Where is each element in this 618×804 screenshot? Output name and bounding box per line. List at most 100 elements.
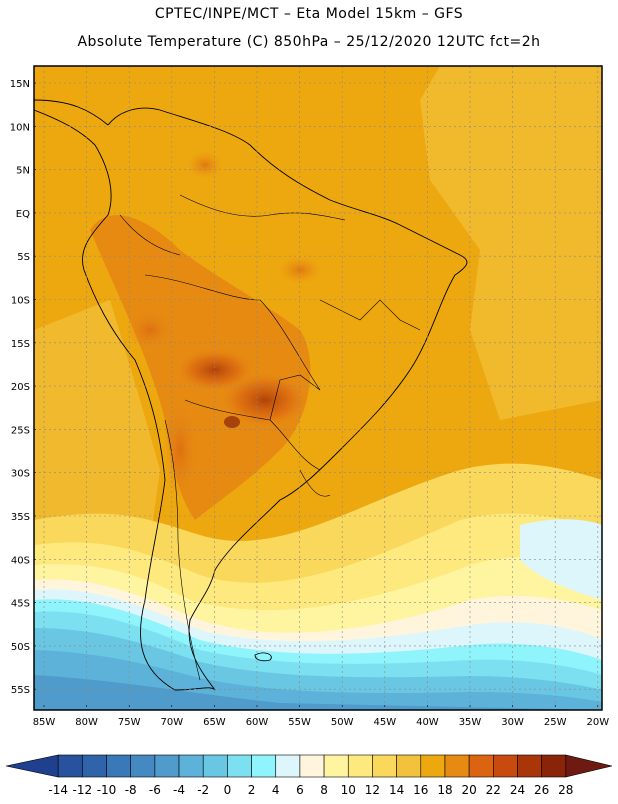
map-frame [33, 65, 603, 711]
lat-label: 40S [11, 555, 30, 566]
falklands [254, 652, 272, 662]
lat-label: 5N [16, 166, 30, 177]
colorbar-tick-label: -4 [173, 783, 185, 797]
coast-central-america [34, 99, 109, 126]
lat-label: 55S [11, 685, 30, 696]
field-band-m6 [34, 675, 602, 710]
colorbar-tick-label: 0 [224, 783, 232, 797]
lon-label: 25W [544, 717, 567, 728]
colorbar-segment [202, 754, 228, 778]
field-cool-patch-east [520, 519, 602, 600]
coast-east [107, 107, 468, 691]
colorbar-segment [106, 754, 131, 778]
colorbar-segment [323, 754, 349, 778]
lat-label: 10S [11, 296, 30, 307]
colorbar-tick-label: -12 [73, 783, 93, 797]
colorbar-segment [82, 754, 107, 778]
colorbar-tick-label: 12 [365, 783, 380, 797]
lat-label: 10N [10, 122, 30, 133]
colorbar-tick-label: -14 [48, 783, 68, 797]
colorbar-tick-label: 14 [389, 783, 404, 797]
field-pacific-band [34, 300, 160, 560]
colorbar-segment [565, 754, 613, 778]
lat-label: 15S [11, 339, 30, 350]
colorbar-tick-label: 4 [272, 783, 280, 797]
colorbar-tick-label: -2 [197, 783, 209, 797]
graticule [34, 66, 602, 710]
colorbar-tick-label: 24 [510, 783, 525, 797]
lon-label: 20W [586, 717, 609, 728]
latitude-labels: 15N 10N 5N EQ 5S 10S 15S 20S 25S 30S 35S 40S 45S 50S 5… [10, 79, 30, 696]
colorbar-segment [541, 754, 567, 778]
longitude-labels: 85W 80W 75W 70W 65W 60W 55W 50W 45W 40W 35W 30W 25W 2… [33, 717, 610, 728]
colorbar-tick-label: 2 [248, 783, 256, 797]
colorbar-segment [299, 754, 325, 778]
lon-label: 45W [373, 717, 396, 728]
field-hot-venezuela [187, 151, 223, 179]
colorbar-segment [347, 754, 373, 778]
lon-label: 40W [416, 717, 439, 728]
lon-label: 85W [33, 717, 56, 728]
colorbar-tick-label: -8 [125, 783, 137, 797]
colorbar-segment [275, 754, 301, 778]
border-venezuela-brazil [179, 194, 346, 221]
border-argentina-north [184, 399, 321, 471]
colorbar-tick-label: 22 [486, 783, 501, 797]
border-chile-argentina [164, 419, 201, 681]
field-peak [224, 416, 240, 428]
colorbar-tick-label: -10 [97, 783, 117, 797]
coast-west [34, 109, 216, 691]
colorbar-tick-label: 8 [320, 783, 328, 797]
border-uruguay [299, 469, 331, 497]
colorbar-tick-label: -6 [149, 783, 161, 797]
field-hot-bolivia [125, 310, 175, 350]
lat-label: 25S [11, 425, 30, 436]
lon-label: 80W [75, 717, 98, 728]
title-line-1: CPTEC/INPE/MCT – Eta Model 15km – GFS [154, 6, 464, 22]
colorbar-segment [420, 754, 446, 778]
colorbar-segment [57, 754, 83, 778]
lon-label: 35W [459, 717, 482, 728]
colorbar [5, 754, 613, 778]
field-atlantic-band [420, 66, 602, 420]
lat-label: 30S [11, 469, 30, 480]
border-paraguay [269, 374, 321, 421]
lon-label: 70W [160, 717, 183, 728]
colorbar-segment [396, 754, 422, 778]
colorbar-segment [493, 754, 518, 778]
country-borders [119, 194, 421, 681]
lat-label: EQ [16, 209, 30, 220]
colorbar-tick-label: 16 [413, 783, 428, 797]
colorbar-tick-label: 6 [296, 783, 304, 797]
colorbar-segment [178, 754, 204, 778]
colorbar-segment [444, 754, 470, 778]
lon-label: 60W [246, 717, 269, 728]
field-hot-andes [162, 400, 198, 500]
border-peru-bolivia-brazil [144, 274, 321, 391]
colorbar-segment [251, 754, 277, 778]
lat-label: 35S [11, 512, 30, 523]
colorbar-segment [227, 754, 252, 778]
lon-label: 75W [118, 717, 141, 728]
field-hot-amazon [278, 256, 322, 284]
lat-label: 20S [11, 382, 30, 393]
lon-label: 65W [203, 717, 226, 728]
colorbar-tick-label: 26 [534, 783, 549, 797]
lat-label: 15N [10, 79, 30, 90]
title-line-2: Absolute Temperature (C) 850hPa – 25/12/… [77, 34, 541, 50]
colorbar-segment [372, 754, 397, 778]
border-colombia-peru [119, 214, 181, 256]
coastlines [34, 99, 468, 691]
colorbar-tick-label: 28 [558, 783, 573, 797]
colorbar-tick-labels: -14 -12 -10 -8 -6 -4 -2 0 2 4 6 8 10 12 14 16 18 20 22 24 26… [48, 783, 573, 797]
colorbar-tick-label: 10 [341, 783, 356, 797]
lon-label: 55W [288, 717, 311, 728]
lon-label: 30W [501, 717, 524, 728]
colorbar-segment [154, 754, 180, 778]
colorbar-segment [5, 754, 59, 778]
field-hot-paraguay [220, 372, 310, 428]
colorbar-segment [130, 754, 156, 778]
colorbar-tick-label: 18 [437, 783, 452, 797]
